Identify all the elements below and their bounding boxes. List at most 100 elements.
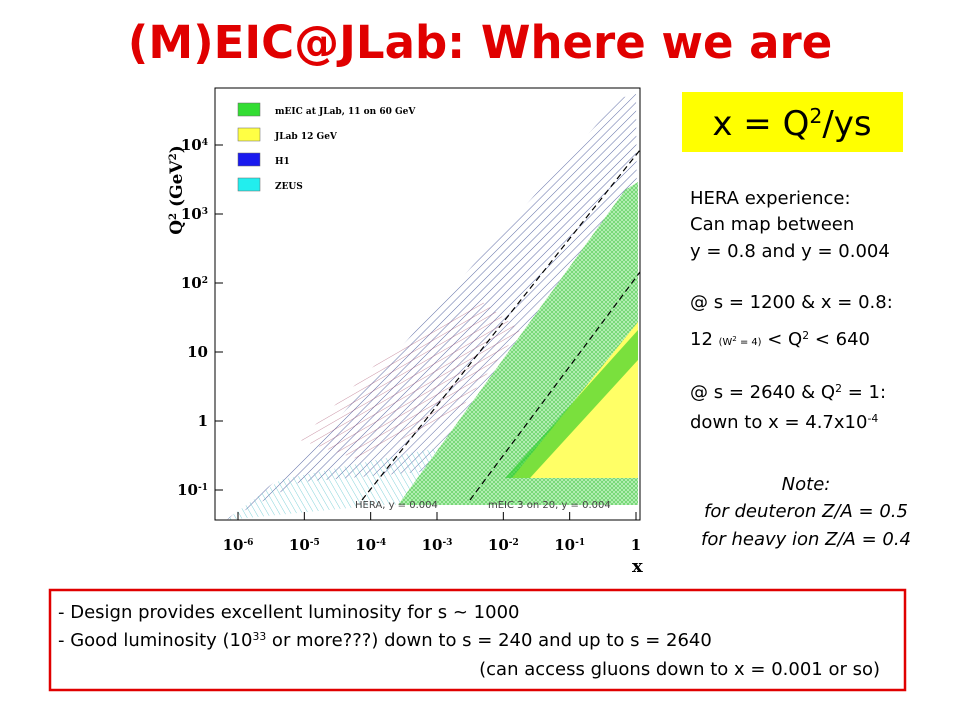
text-segment: 10 [289,536,310,554]
y-tick-label: 10 [187,343,208,361]
legend-label: JLab 12 GeV [274,132,338,142]
text-segment: 10 [181,205,202,223]
x-tick-label: 10-4 [355,536,386,554]
summary-line: - Design provides excellent luminosity f… [58,602,519,623]
y-tick-label: 103 [181,205,208,223]
text-segment: 10 [187,343,208,361]
plot-frame [214,87,641,521]
text-segment: or more???) down to s = 240 and up to s … [266,630,712,651]
superscript: -4 [867,412,878,425]
x-tick-label: 1 [631,536,641,554]
superscript: 2 [809,104,822,128]
superscript: 2 [732,334,737,343]
superscript: 2 [835,382,842,395]
text-segment: 1 [631,536,641,554]
summary-line: (can access gluons down to x = 0.001 or … [479,659,880,680]
formula: x = Q2/ys [712,104,871,144]
text-segment: HERA experience: [690,188,851,209]
y-axis-label: Q2 (GeV2) [167,145,187,235]
plot [214,87,641,521]
legend-swatch [237,127,261,142]
x-tick-label: 10-2 [488,536,519,554]
superscript: -4 [376,538,386,548]
slide-title: (M)EIC@JLab: Where we are [128,16,833,69]
superscript: -3 [442,538,452,548]
text-segment: (can access gluons down to x = 0.001 or … [479,659,880,680]
text-segment: (GeV [167,160,187,213]
text-segment: y = 0.8 and y = 0.004 [690,241,890,262]
y-tick-label: 104 [181,136,208,154]
text-segment: @ s = 2640 & Q [690,382,835,403]
formula-box [682,92,903,152]
legend-swatch [237,152,261,167]
hera-note: 12 (W2 = 4) < Q2 < 640 [690,329,870,351]
note-line: for heavy ion Z/A = 0.4 [701,529,911,550]
text-segment: = 1: [842,382,886,403]
text-segment: Q [167,220,187,235]
text-segment: 12 [690,329,719,350]
text-segment: 10 [223,536,244,554]
superscript: 2 [802,329,809,342]
text-segment: < Q [762,329,803,350]
hera-y-line [361,149,641,501]
superscript: -5 [310,538,320,548]
text-segment: < 640 [809,329,870,350]
text-segment: 10 [554,536,575,554]
hera-note: Can map between [690,214,854,235]
text-segment: 10 [181,274,202,292]
legend-label: mEIC at JLab, 11 on 60 GeV [275,107,416,117]
x-tick-label: 10-5 [289,536,320,554]
text-segment: down to x = 4.7x10 [690,412,867,433]
y-tick-label: 10-1 [177,481,208,499]
text-segment: - Design provides excellent luminosity f… [58,602,519,623]
superscript: -2 [509,538,519,548]
text-segment: @ s = 1200 & x = 0.8: [690,292,893,313]
text-segment: 1 [198,412,208,430]
x-tick-label: 10-3 [422,536,453,554]
text-segment: Can map between [690,214,854,235]
text-segment: 10 [488,536,509,554]
text-segment: 10 [355,536,376,554]
y-tick-label: 1 [198,412,208,430]
text-segment: 10 [177,481,198,499]
superscript: -1 [575,538,585,548]
text-segment: 10 [181,136,202,154]
legend-swatch [237,177,261,192]
small-text: = 4) [737,337,762,348]
small-text: (W [719,337,733,348]
superscript: 4 [202,138,208,148]
legend-swatch [237,102,261,117]
hera-note: down to x = 4.7x10-4 [690,412,878,434]
text-segment: x = Q [712,104,809,144]
y-tick-label: 102 [181,274,208,292]
superscript: -1 [198,483,208,493]
hera-note: @ s = 1200 & x = 0.8: [690,292,893,313]
superscript: 2 [167,153,179,160]
meic-y-line [469,271,641,501]
text-segment: /ys [822,104,871,144]
hera-note: HERA experience: [690,188,851,209]
hera-note: y = 0.8 and y = 0.004 [690,241,890,262]
x-tick-label: 10-1 [554,536,585,554]
x-tick-label: 10-6 [223,536,254,554]
summary-line: - Good luminosity (1033 or more???) down… [58,630,712,652]
plot-annotation: mEIC 3 on 20, y = 0.004 [488,500,611,511]
plot-annotation: HERA, y = 0.004 [355,500,438,511]
summary-box [48,588,907,692]
text-segment: ) [167,145,187,153]
red-region [300,300,520,460]
legend-label: ZEUS [275,182,303,192]
superscript: 2 [167,213,179,220]
hera-note: @ s = 2640 & Q2 = 1: [690,382,886,404]
legend-label: H1 [275,157,290,167]
superscript: -6 [243,538,253,548]
superscript: 3 [202,207,208,217]
jlab-edge [505,330,638,478]
superscript: 2 [202,276,208,286]
superscript: 33 [252,630,266,643]
x-axis-label: x [632,556,643,577]
note-line: for deuteron Z/A = 0.5 [704,501,908,522]
note-line: Note: [782,474,831,495]
text-segment: 10 [422,536,443,554]
